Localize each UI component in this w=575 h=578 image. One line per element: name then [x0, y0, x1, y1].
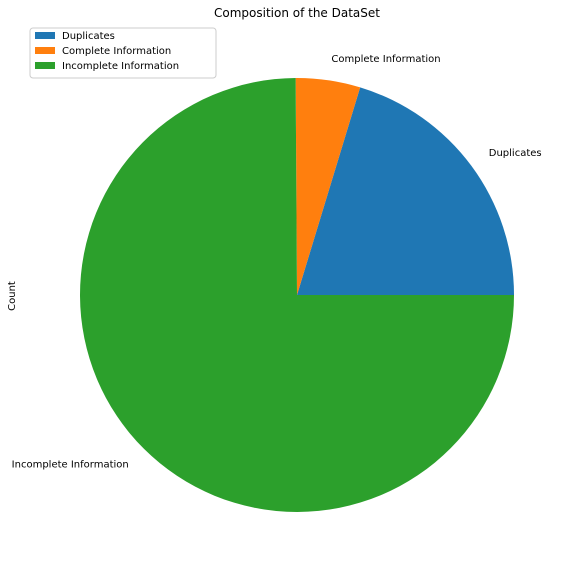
pie-slices [79, 77, 514, 512]
slice-label-duplicates: Duplicates [489, 148, 542, 159]
legend-label-duplicates: Duplicates [62, 31, 115, 42]
legend-label-incomplete-information: Incomplete Information [62, 61, 179, 72]
pie-slice-complete-information [295, 77, 361, 295]
legend-swatch-complete-information [35, 47, 55, 54]
legend-swatch-incomplete-information [35, 62, 55, 69]
y-axis-label: Count [7, 281, 18, 311]
pie-slice-duplicates [297, 87, 514, 295]
slice-label-complete-information: Complete Information [331, 54, 440, 65]
pie-slice-labels: Duplicates Complete Information Incomplete… [12, 54, 542, 471]
pie-slice-incomplete-information [79, 78, 514, 512]
legend-label-complete-information: Complete Information [62, 46, 171, 57]
legend-frame [29, 27, 217, 79]
legend: Duplicates Complete Information Incomplete… [29, 27, 217, 79]
slice-label-incomplete-information: Incomplete Information [12, 459, 129, 470]
legend-swatch-duplicates [35, 32, 55, 39]
chart-title: Composition of the DataSet [214, 6, 380, 20]
